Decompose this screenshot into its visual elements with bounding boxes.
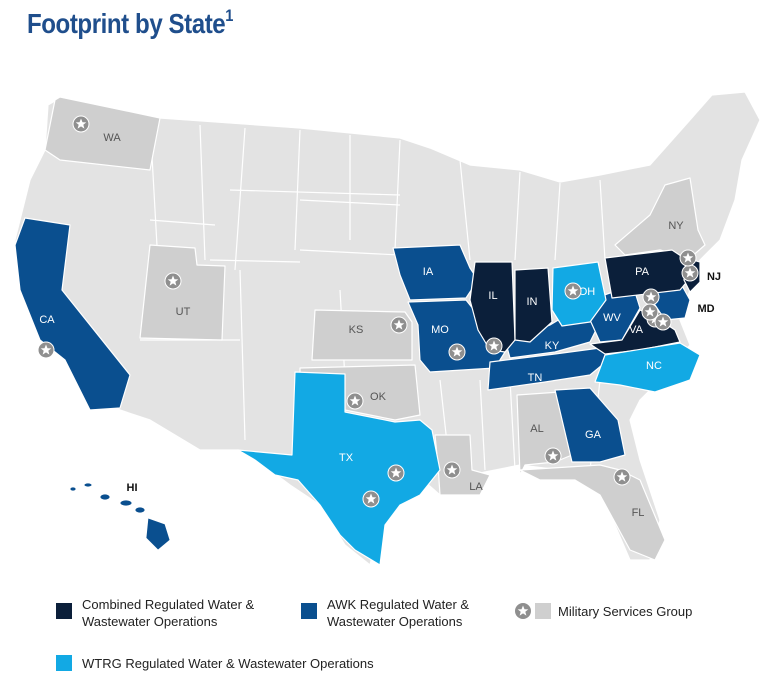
state-IN bbox=[514, 267, 553, 343]
military-star-icon bbox=[641, 303, 659, 321]
military-stars bbox=[37, 115, 699, 508]
state-label-pa: PA bbox=[635, 266, 650, 278]
military-star-icon bbox=[679, 249, 697, 267]
state-label-al: AL bbox=[530, 423, 543, 435]
state-FL bbox=[519, 464, 666, 561]
legend-military-label: Military Services Group bbox=[558, 604, 693, 619]
state-label-nj: NJ bbox=[707, 271, 721, 283]
state-label-ga: GA bbox=[585, 429, 602, 441]
state-label-va: VA bbox=[629, 324, 644, 336]
state-label-fl: FL bbox=[632, 507, 645, 519]
legend-combined-label: Combined Regulated Water & Wastewater Op… bbox=[82, 597, 255, 629]
military-star-icon bbox=[642, 288, 660, 306]
military-star-icon bbox=[37, 341, 55, 359]
state-HI bbox=[69, 482, 171, 551]
military-star-icon bbox=[443, 461, 461, 479]
military-star-icon bbox=[387, 464, 405, 482]
military-star-icon bbox=[346, 392, 364, 410]
page-title: Footprint by State1 bbox=[27, 6, 233, 39]
state-label-ks: KS bbox=[349, 324, 364, 336]
state-label-ca: CA bbox=[39, 314, 55, 326]
military-star-icon bbox=[681, 264, 699, 282]
state-labels: WA CA UT KS OK TX IA MO IL IN OH KY TN WV VA NC PA NJ MD NY… bbox=[39, 132, 721, 519]
military-star-icon bbox=[654, 313, 672, 331]
legend-awk-swatch bbox=[301, 603, 317, 619]
state-label-ia: IA bbox=[423, 266, 434, 278]
state-label-tx: TX bbox=[339, 452, 354, 464]
legend-awk-label: AWK Regulated Water & Wastewater Operati… bbox=[327, 597, 470, 629]
state-NC bbox=[594, 342, 701, 393]
state-label-wv: WV bbox=[603, 312, 621, 324]
state-label-nc: NC bbox=[646, 360, 662, 372]
military-star-icon bbox=[564, 282, 582, 300]
military-star-icon bbox=[613, 468, 631, 486]
state-NY bbox=[614, 177, 706, 259]
state-label-ky: KY bbox=[545, 340, 560, 352]
state-label-oh: OH bbox=[579, 286, 596, 298]
legend-wtrg-label: WTRG Regulated Water & Wastewater Operat… bbox=[82, 656, 374, 671]
legend-military-star-icon bbox=[515, 603, 531, 619]
state-CA bbox=[14, 217, 131, 411]
state-GA bbox=[554, 387, 626, 463]
military-star-icon bbox=[164, 272, 182, 290]
state-KS bbox=[311, 309, 413, 361]
state-label-il: IL bbox=[488, 290, 497, 302]
state-label-ny: NY bbox=[668, 220, 684, 232]
state-label-in: IN bbox=[527, 296, 538, 308]
military-star-icon bbox=[448, 343, 466, 361]
military-star-icon bbox=[72, 115, 90, 133]
state-TX bbox=[237, 371, 441, 566]
state-label-la: LA bbox=[469, 481, 483, 493]
state-label-ut: UT bbox=[176, 306, 191, 318]
state-label-md: MD bbox=[697, 303, 714, 315]
state-label-mo: MO bbox=[431, 324, 449, 336]
state-UT bbox=[139, 244, 226, 341]
state-label-wa: WA bbox=[103, 132, 121, 144]
legend-combined-swatch bbox=[56, 603, 72, 619]
military-star-icon bbox=[485, 337, 503, 355]
legend-military-swatch bbox=[535, 603, 551, 619]
legend-wtrg-swatch bbox=[56, 655, 72, 671]
military-star-icon bbox=[544, 447, 562, 465]
military-star-icon bbox=[390, 316, 408, 334]
state-label-ok: OK bbox=[370, 391, 387, 403]
state-label-hi: HI bbox=[127, 482, 138, 494]
military-star-icon bbox=[362, 490, 380, 508]
state-label-tn: TN bbox=[528, 372, 543, 384]
state-WA bbox=[44, 96, 161, 171]
